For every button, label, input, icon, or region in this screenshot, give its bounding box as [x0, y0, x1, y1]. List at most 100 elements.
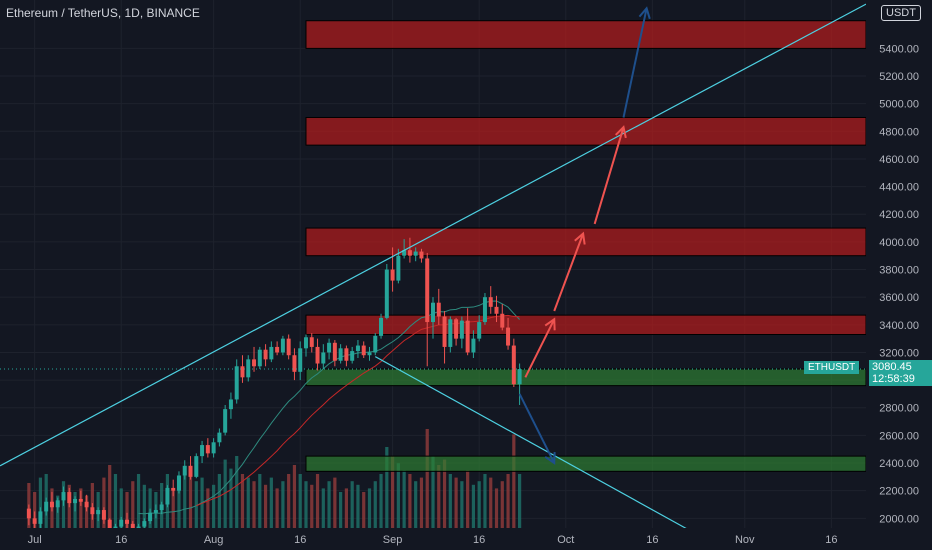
volume-bar [333, 477, 337, 528]
candle-body [384, 269, 389, 318]
candle-body [159, 504, 164, 511]
volume-bar [292, 465, 297, 528]
volume-bar [512, 434, 516, 528]
projection-arrow-head [638, 6, 651, 20]
projection-arrow [524, 318, 556, 378]
time-tick-label: 16 [646, 534, 658, 546]
candle-body [107, 519, 112, 533]
price-tick-label: 3200.00 [879, 347, 919, 359]
candle-body [402, 250, 407, 256]
candle-body [78, 498, 83, 502]
candle-body [125, 519, 130, 524]
candle-body [252, 359, 257, 367]
candle-body [425, 258, 430, 323]
candle-body [280, 338, 285, 353]
volume-bar [177, 477, 181, 528]
candle-body [517, 369, 522, 385]
candle-body [303, 337, 308, 349]
candle-body [269, 346, 274, 360]
volume-bar [362, 492, 366, 528]
volume-bar [229, 468, 233, 528]
volume-bar [396, 463, 400, 528]
volume-bar [385, 447, 389, 528]
currency-badge[interactable]: USDT [881, 5, 921, 21]
candle-body [442, 316, 447, 347]
volume-bar [171, 488, 175, 528]
candle-body [200, 445, 205, 457]
price-tick-label: 3600.00 [879, 292, 919, 304]
last-price-value: 3080.45 [872, 361, 912, 373]
candle-body [90, 507, 95, 515]
candle-body [84, 501, 89, 508]
projection-arrow-head [544, 317, 556, 331]
price-tick-label: 5200.00 [879, 71, 919, 83]
volume-bar [350, 481, 354, 528]
trend-line [0, 3, 867, 467]
volume-bar [506, 474, 510, 528]
bollinger-mid-line [138, 300, 520, 515]
volume-bar [390, 456, 395, 528]
volume-bar [217, 474, 221, 528]
candle-body [286, 338, 291, 356]
time-tick-label: Nov [735, 534, 755, 546]
volume-bar [460, 481, 464, 528]
resistance-zone [305, 227, 867, 257]
volume-bar [489, 477, 493, 528]
candle-body [511, 345, 516, 385]
price-tick-label: 2200.00 [879, 486, 919, 498]
volume-bar [431, 456, 435, 528]
volume-bar [252, 481, 256, 528]
volume-bar [194, 481, 198, 528]
candle-body [494, 306, 499, 314]
price-axis [866, 0, 932, 550]
volume-bar [131, 481, 135, 528]
candle-body [465, 320, 470, 353]
volume-bar [79, 488, 83, 528]
candle-body [471, 338, 476, 353]
price-tick-label: 4000.00 [879, 237, 919, 249]
candle-body [182, 465, 187, 476]
volume-bar [466, 470, 470, 528]
volume-bar [113, 474, 118, 528]
volume-bar [425, 429, 429, 528]
volume-bar [448, 474, 452, 528]
volume-bar [188, 474, 193, 528]
candle-body [73, 498, 78, 504]
candle-body [142, 521, 147, 527]
volume-bar [356, 484, 360, 528]
candle-body [500, 313, 505, 328]
candle-body [355, 345, 360, 352]
candle-body [217, 432, 222, 443]
volume-bar [119, 488, 123, 528]
candle-body [55, 500, 60, 508]
volume-bar [373, 481, 377, 528]
volume-bar [500, 481, 504, 528]
volume-bar [408, 474, 412, 528]
candle-body [211, 442, 216, 454]
candle-body [223, 409, 228, 433]
volume-bar [246, 477, 250, 528]
projection-arrow [593, 126, 625, 225]
candle-body [309, 337, 314, 347]
volume-bar [287, 474, 291, 528]
candle-body [240, 366, 245, 378]
symbol-title[interactable]: Ethereum / TetherUS, 1D, BINANCE [6, 6, 200, 20]
candle-body [275, 346, 280, 353]
price-tick-label: 4600.00 [879, 154, 919, 166]
price-tick-label: 2600.00 [879, 430, 919, 442]
candle-body [315, 346, 320, 364]
volume-bar [414, 481, 418, 528]
volume-bar [327, 481, 331, 528]
candle-body [67, 492, 72, 504]
volume-bar [148, 488, 152, 528]
candle-body [205, 445, 210, 454]
candle-body [246, 359, 251, 378]
volume-bar [471, 484, 476, 528]
candle-body [119, 519, 124, 527]
volume-bar [321, 488, 325, 528]
volume-bar [454, 477, 458, 528]
candle-body [390, 269, 395, 281]
volume-bar [142, 484, 146, 528]
volume-bar [223, 459, 227, 528]
